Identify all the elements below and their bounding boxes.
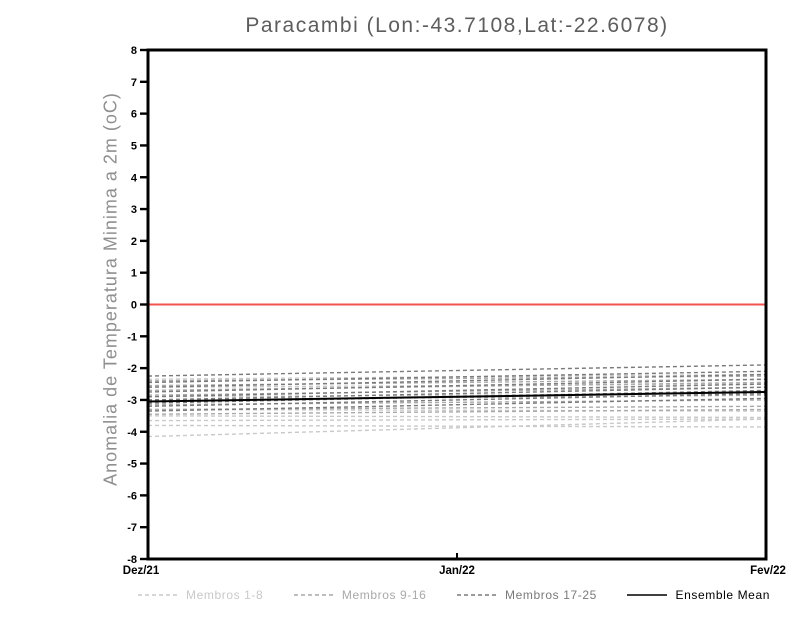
ensemble-member-line: [147, 378, 767, 387]
ensemble-member-line: [147, 424, 767, 428]
y-tick-label: 3: [131, 204, 137, 216]
y-tick-label: 7: [131, 77, 137, 89]
ensemble-member-line: [147, 386, 767, 396]
ensemble-member-line: [147, 397, 767, 412]
y-tick-label: -4: [127, 427, 138, 439]
ensemble-member-line: [147, 405, 767, 411]
x-tick-label: Dez/21: [123, 565, 160, 577]
dashed-line-swatch: [138, 594, 178, 596]
legend-item-membros-17-25: Membros 17-25: [457, 588, 597, 602]
y-tick-label: -5: [127, 459, 137, 471]
y-tick-label: -6: [127, 490, 137, 502]
solid-line-swatch: [627, 594, 668, 596]
x-tick-label: Jan/22: [439, 565, 475, 577]
ensemble-member-line: [147, 415, 767, 419]
ensemble-member-line: [147, 392, 767, 398]
y-tick-label: 2: [131, 236, 137, 248]
legend-label: Membros 1-8: [186, 588, 264, 602]
ensemble-member-line: [147, 408, 767, 415]
ensemble-member-line: [147, 383, 767, 398]
legend-item-ensemble-mean: Ensemble Mean: [627, 588, 770, 602]
legend-label: Membros 9-16: [341, 588, 427, 602]
ensemble-member-line: [147, 370, 767, 384]
ensemble-member-line: [147, 375, 767, 382]
y-tick-label: -2: [127, 363, 137, 375]
dashed-line-swatch: [293, 594, 334, 596]
y-tick-label: 0: [131, 300, 137, 312]
y-tick-label: -8: [127, 554, 137, 566]
y-tick-label: -3: [127, 395, 137, 407]
ensemble-member-line: [147, 378, 767, 393]
ensemble-member-line: [147, 408, 767, 412]
ensemble-member-line: [147, 364, 767, 377]
y-tick-label: -1: [127, 331, 137, 343]
y-tick-label: 6: [131, 109, 137, 121]
y-tick-label: 8: [131, 45, 137, 57]
y-tick-label: 5: [131, 140, 137, 152]
legend-item-membros-1-8: Membros 1-8: [138, 588, 263, 602]
legend: Membros 1-8 Membros 9-16 Membros 17-25 E…: [138, 588, 770, 602]
ensemble-member-line: [147, 381, 767, 392]
ensemble-member-line: [147, 386, 767, 401]
y-tick-label: -7: [127, 522, 137, 534]
plot-frame: [146, 48, 768, 561]
chart-title: Paracambi (Lon:-43.7108,Lat:-22.6078): [245, 14, 669, 37]
y-tick-label: 4: [131, 172, 138, 184]
ensemble-mean-line: [147, 390, 767, 403]
legend-label: Membros 17-25: [505, 588, 597, 602]
dashed-line-swatch: [457, 594, 498, 596]
ensemble-member-line: [147, 373, 767, 388]
ensemble-member-line: [147, 392, 767, 407]
legend-label: Ensemble Mean: [675, 588, 770, 602]
y-tick-label: 1: [131, 268, 137, 280]
legend-item-membros-9-16: Membros 9-16: [293, 588, 427, 602]
ensemble-member-line: [147, 418, 767, 438]
x-tick-label: Fev/22: [750, 565, 786, 577]
ensemble-member-line: [147, 418, 767, 422]
ensemble-member-line: [147, 399, 767, 406]
